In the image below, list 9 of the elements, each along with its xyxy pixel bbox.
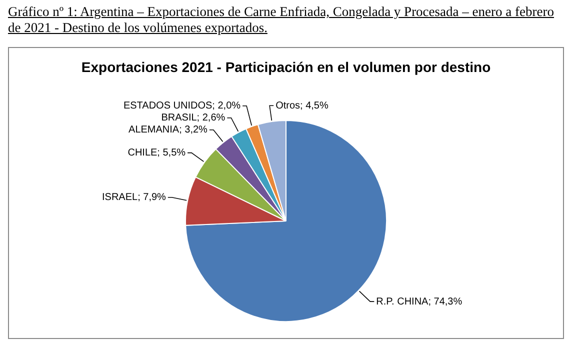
- slice-label: ESTADOS UNIDOS; 2,0%: [123, 100, 241, 112]
- slice-label: ALEMANIA; 3,2%: [128, 124, 208, 136]
- slice-label: ISRAEL; 7,9%: [102, 192, 166, 204]
- slice-label: CHILE; 5,5%: [128, 148, 186, 159]
- slice-label: R.P. CHINA; 74,3%: [376, 296, 462, 308]
- slice-label: Otros; 4,5%: [276, 100, 328, 112]
- chart-subtitle: Exportaciones 2021 - Participación en el volumen por destino: [81, 58, 491, 75]
- chart-title: Gráfico nº 1: Argentina – Exportaciones de Carne Enfriada, Congelada y Procesada – enero a febrero de 2021 - Destino de los volúmenes exportados.: [8, 4, 555, 36]
- slice-label: BRASIL; 2,6%: [161, 112, 226, 124]
